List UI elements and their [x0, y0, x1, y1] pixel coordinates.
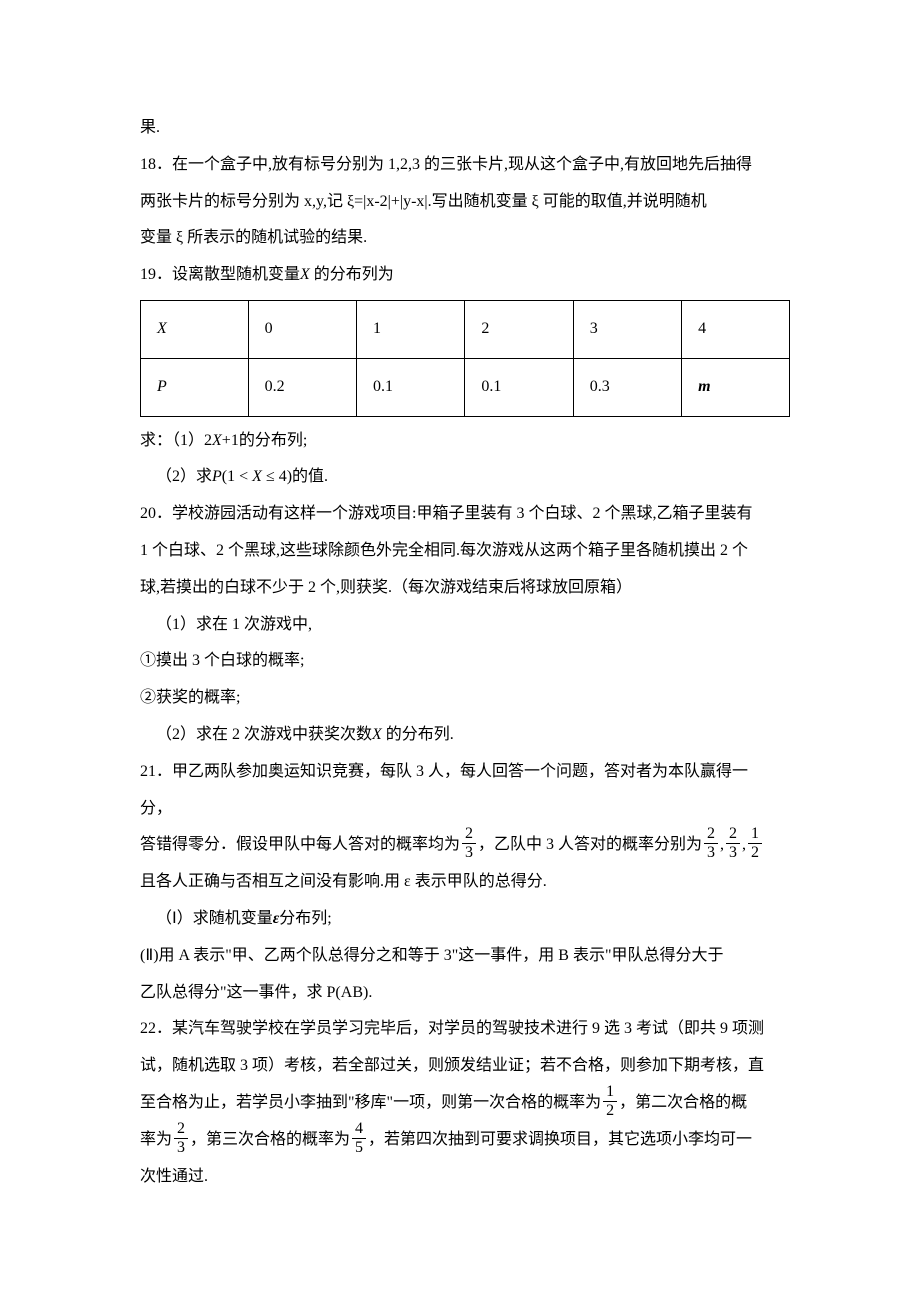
document-page: 果. 18．在一个盒子中,放有标号分别为 1,2,3 的三张卡片,现从这个盒子中… [0, 0, 920, 1302]
fraction: 23 [726, 826, 740, 861]
table-cell: 1 [357, 300, 465, 358]
q22-l3-b: ，第二次合格的概 [619, 1094, 747, 1111]
q20-line1: 20．学校游园活动有这样一个游戏项目:甲箱子里装有 3 个白球、2 个黑球,乙箱… [140, 496, 790, 533]
q22-line3: 至合格为止，若学员小李抽到"移库"一项，则第一次合格的概率为12，第二次合格的概 [140, 1085, 790, 1122]
q22-line4: 率为23，第三次合格的概率为45，若第四次抽到可要求调换项目，其它选项小李均可一 [140, 1122, 790, 1159]
q20-line5: ①摸出 3 个白球的概率; [140, 643, 790, 680]
table-row: P 0.2 0.1 0.1 0.3 m [141, 358, 790, 416]
q19-intro-a: 19．设离散型随机变量 [140, 266, 300, 283]
q20-line3: 球,若摸出的白球不少于 2 个,则获奖.（每次游戏结束后将球放回原箱） [140, 570, 790, 607]
q20-line7: （2）求在 2 次游戏中获奖次数X 的分布列. [140, 717, 790, 754]
q21-l3-b: ，乙队中 3 人答对的概率分别为 [478, 836, 702, 853]
q19-sub1-b: 的分布列; [239, 432, 307, 449]
fraction: 12 [748, 826, 762, 861]
fraction: 23 [704, 826, 718, 861]
table-cell: 4 [682, 300, 790, 358]
q21-line7: 乙队总得分"这一事件，求 P(AB). [140, 975, 790, 1012]
q18-line2: 两张卡片的标号分别为 x,y,记 ξ=|x-2|+|y-x|.写出随机变量 ξ … [140, 184, 790, 221]
table-cell: P [141, 358, 249, 416]
table-cell: 0.1 [465, 358, 573, 416]
q20-line6: ②获奖的概率; [140, 680, 790, 717]
table-cell: 3 [573, 300, 681, 358]
q21-l5-a: （Ⅰ）求随机变量 [156, 910, 273, 927]
q22-line2: 试，随机选取 3 项）考核，若全部过关，则颁发结业证；若不合格，则参加下期考核，… [140, 1048, 790, 1085]
q19-sub1: 求：（1）2X+1的分布列; [140, 423, 790, 460]
q19-intro-b: 的分布列为 [310, 266, 394, 283]
q22-l3-a: 至合格为止，若学员小李抽到"移库"一项，则第一次合格的概率为 [140, 1094, 601, 1111]
distribution-table: X 0 1 2 3 4 P 0.2 0.1 0.1 0.3 m [140, 300, 790, 417]
q20-line4: （1）求在 1 次游戏中, [140, 607, 790, 644]
q20-l7-b: 的分布列. [382, 726, 454, 743]
q20-l7-a: （2）求在 2 次游戏中获奖次数 [156, 726, 372, 743]
q21-line6: (Ⅱ)用 A 表示"甲、乙两个队总得分之和等于 3"这一事件，用 B 表示"甲队… [140, 938, 790, 975]
q21-line1: 21．甲乙两队参加奥运知识竞赛，每队 3 人，每人回答一个问题，答对者为本队赢得… [140, 754, 790, 791]
table-cell: 0.2 [248, 358, 356, 416]
table-cell: 0.1 [357, 358, 465, 416]
q19-sub1-a: 求：（1） [140, 432, 204, 449]
q19-intro: 19．设离散型随机变量X 的分布列为 [140, 257, 790, 294]
q22-l4-b: ，第三次合格的概率为 [190, 1131, 350, 1148]
table-row: X 0 1 2 3 4 [141, 300, 790, 358]
q20-line2: 1 个白球、2 个黑球,这些球除颜色外完全相同.每次游戏从这两个箱子里各随机摸出… [140, 533, 790, 570]
q22-line5: 次性通过. [140, 1159, 790, 1196]
q19-intro-var: X [300, 266, 310, 283]
q20-l7-var: X [372, 726, 382, 743]
q19-sub2-b: 的值. [292, 468, 328, 485]
q18-line3: 变量 ξ 所表示的随机试验的结果. [140, 220, 790, 257]
q21-line3: 答错得零分．假设甲队中每人答对的概率均为23，乙队中 3 人答对的概率分别为23… [140, 827, 790, 864]
fraction: 12 [603, 1084, 617, 1119]
table-cell: 2 [465, 300, 573, 358]
q22-line1: 22．某汽车驾驶学校在学员学习完毕后，对学员的驾驶技术进行 9 选 3 考试（即… [140, 1011, 790, 1048]
q17-tail: 果. [140, 110, 790, 147]
q18-line1: 18．在一个盒子中,放有标号分别为 1,2,3 的三张卡片,现从这个盒子中,有放… [140, 147, 790, 184]
q21-line4: 且各人正确与否相互之间没有影响.用 ε 表示甲队的总得分. [140, 864, 790, 901]
table-cell: m [682, 358, 790, 416]
fraction: 23 [462, 826, 476, 861]
q22-l4-a: 率为 [140, 1131, 172, 1148]
q21-line2: 分， [140, 791, 790, 828]
q22-l4-c: ，若第四次抽到可要求调换项目，其它选项小李均可一 [368, 1131, 752, 1148]
q19-sub2: （2）求P(1 < X ≤ 4)的值. [140, 459, 790, 496]
fraction: 23 [174, 1121, 188, 1156]
table-cell: 0 [248, 300, 356, 358]
fraction: 45 [352, 1121, 366, 1156]
table-cell: X [141, 300, 249, 358]
table-cell: 0.3 [573, 358, 681, 416]
q21-line5: （Ⅰ）求随机变量ε分布列; [140, 901, 790, 938]
q21-l3-a: 答错得零分．假设甲队中每人答对的概率均为 [140, 836, 460, 853]
q21-l5-b: 分布列; [279, 910, 331, 927]
q19-sub2-a: （2）求 [156, 468, 212, 485]
